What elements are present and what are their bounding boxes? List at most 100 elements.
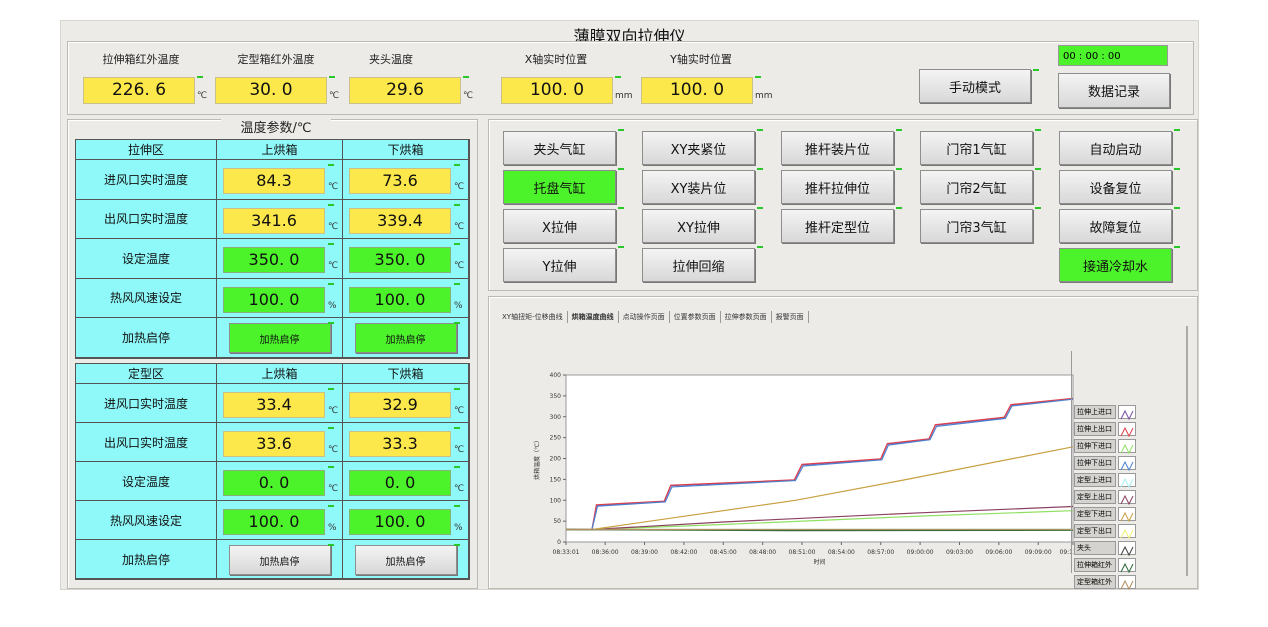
legend-item[interactable]: 拉伸箱红外 (1074, 558, 1136, 574)
data-record-button[interactable]: 数据记录 (1058, 73, 1170, 108)
legend-item[interactable]: 定型上进口 (1074, 473, 1136, 489)
heating-toggle-button[interactable]: 加热启停 (354, 323, 457, 354)
value-field[interactable]: 100. 0 (349, 509, 451, 535)
legend-item[interactable]: 定型下出口 (1074, 524, 1136, 540)
unit-label: ℃ (328, 221, 339, 232)
legend-swatch (1118, 422, 1136, 438)
value-field[interactable]: 350. 0 (349, 247, 451, 273)
legend-item[interactable]: 拉伸下出口 (1074, 456, 1136, 472)
control-button[interactable]: 接通冷却水 (1059, 248, 1172, 282)
legend-swatch (1118, 507, 1136, 523)
control-button[interactable]: 推杆装片位 (781, 131, 894, 165)
heating-toggle-button[interactable]: 加热启停 (228, 545, 331, 575)
legend-swatch (1118, 405, 1136, 421)
legend-label: 拉伸下出口 (1074, 456, 1116, 470)
legend-item[interactable]: 定型下进口 (1074, 507, 1136, 523)
legend-swatch (1118, 558, 1136, 574)
x-tick-label: 09:03:00 (946, 549, 973, 556)
value-field: 32.9 (349, 392, 451, 418)
y-tick-label: 300 (550, 414, 562, 421)
control-button[interactable]: 推杆定型位 (781, 209, 894, 243)
field-value: 30. 0 (215, 77, 327, 104)
legend-label: 夹头 (1074, 541, 1116, 555)
unit-label: ℃ (454, 261, 465, 271)
value-field: 339.4 (349, 207, 451, 234)
unit-label: ℃ (329, 91, 340, 101)
value-field[interactable]: 0. 0 (349, 470, 451, 496)
legend-item[interactable]: 定型箱红外 (1074, 575, 1136, 591)
legend-item[interactable]: 拉伸下进口 (1074, 439, 1136, 455)
tab-5[interactable]: 报警页面 (772, 311, 809, 323)
value-cell: 加热启停 (343, 540, 469, 579)
control-button[interactable]: 推杆拉伸位 (781, 170, 894, 204)
value-field[interactable]: 100. 0 (349, 286, 451, 313)
control-button[interactable]: 托盘气缸 (503, 170, 616, 204)
control-button[interactable]: XY拉伸 (642, 209, 755, 243)
row-label: 加热启停 (76, 540, 217, 579)
status-led (1174, 168, 1180, 170)
legend-item[interactable]: 定型上出口 (1074, 490, 1136, 506)
status-led (328, 544, 334, 546)
main-window: 薄膜双向拉伸仪 手动模式 数据记录 00 : 00 : 00 温度参数/℃ 拉伸… (60, 20, 1199, 591)
value-field[interactable]: 0. 0 (223, 470, 325, 496)
zone-table: 拉伸区 上烘箱 下烘箱 进风口实时温度 84.3 ℃ 73.6 ℃ 出风口实时温度 341.6 ℃ 3… (75, 139, 470, 359)
control-button[interactable]: 自动启动 (1059, 131, 1172, 165)
control-button[interactable]: 故障复位 (1059, 209, 1172, 243)
control-button[interactable]: 门帘3气缸 (920, 209, 1033, 243)
value-field[interactable]: 100. 0 (223, 509, 325, 535)
status-led (454, 427, 460, 429)
legend-item[interactable]: 拉伸上进口 (1074, 405, 1136, 421)
status-led (757, 207, 763, 209)
unit-label: ℃ (328, 445, 339, 455)
value-cell: 加热启停 (217, 318, 343, 358)
value-cell: 加热启停 (217, 540, 343, 579)
y-axis-label: 烘箱温度（℃） (533, 437, 541, 480)
control-button[interactable]: XY夹紧位 (642, 131, 755, 165)
tab-1[interactable]: 烘箱温度曲线 (568, 311, 619, 323)
legend-label: 拉伸上进口 (1074, 405, 1116, 419)
row-label: 热风风速设定 (76, 501, 217, 540)
control-button[interactable]: 设备复位 (1059, 170, 1172, 204)
field-label: X轴实时位置 (524, 53, 588, 66)
status-led (618, 207, 624, 209)
field-label: 定型箱红外温度 (237, 53, 315, 66)
heating-toggle-button[interactable]: 加热启停 (354, 545, 457, 575)
unit-label: ℃ (454, 406, 465, 416)
tab-0[interactable]: XY轴扭矩-位移曲线 (498, 311, 568, 323)
field-label: Y轴实时位置 (670, 53, 732, 66)
tab-2[interactable]: 点动操作页面 (619, 311, 670, 323)
field-value: 100. 0 (501, 77, 613, 104)
control-button[interactable]: X拉伸 (503, 209, 616, 243)
status-led (454, 322, 460, 324)
y-tick-label: 200 (550, 456, 562, 463)
value-field[interactable]: 350. 0 (223, 247, 325, 273)
y-tick-label: 250 (550, 435, 562, 442)
legend-item[interactable]: 夹头 (1074, 541, 1136, 557)
status-led (328, 282, 334, 285)
legend-label: 定型下出口 (1074, 524, 1116, 538)
legend-label: 拉伸下进口 (1074, 439, 1116, 453)
status-led (454, 282, 460, 285)
value-field: 84.3 (223, 168, 325, 194)
value-cell: 100. 0% (343, 501, 469, 540)
heating-toggle-button[interactable]: 加热启停 (228, 323, 331, 354)
control-button[interactable]: 夹头气缸 (503, 131, 616, 165)
status-led (454, 243, 460, 245)
control-button[interactable]: Y拉伸 (503, 248, 616, 282)
tab-3[interactable]: 位置参数页面 (670, 311, 721, 323)
control-button[interactable]: 拉伸回缩 (642, 248, 755, 282)
manual-mode-button[interactable]: 手动模式 (919, 69, 1031, 103)
control-button[interactable]: 门帘1气缸 (920, 131, 1033, 165)
x-tick-label: 08:42:00 (670, 549, 697, 556)
legend-item[interactable]: 拉伸上出口 (1074, 422, 1136, 438)
control-button[interactable]: 门帘2气缸 (920, 170, 1033, 204)
field-value: 100. 0 (641, 77, 753, 104)
tab-4[interactable]: 拉伸参数页面 (721, 311, 772, 323)
unit-label: ℃ (463, 91, 474, 101)
value-field[interactable]: 100. 0 (223, 286, 325, 313)
status-led (328, 505, 334, 507)
control-button[interactable]: XY装片位 (642, 170, 755, 204)
x-tick-label: 08:57:00 (867, 549, 894, 556)
x-tick-label: 08:51:00 (789, 549, 816, 556)
status-led (197, 76, 203, 78)
